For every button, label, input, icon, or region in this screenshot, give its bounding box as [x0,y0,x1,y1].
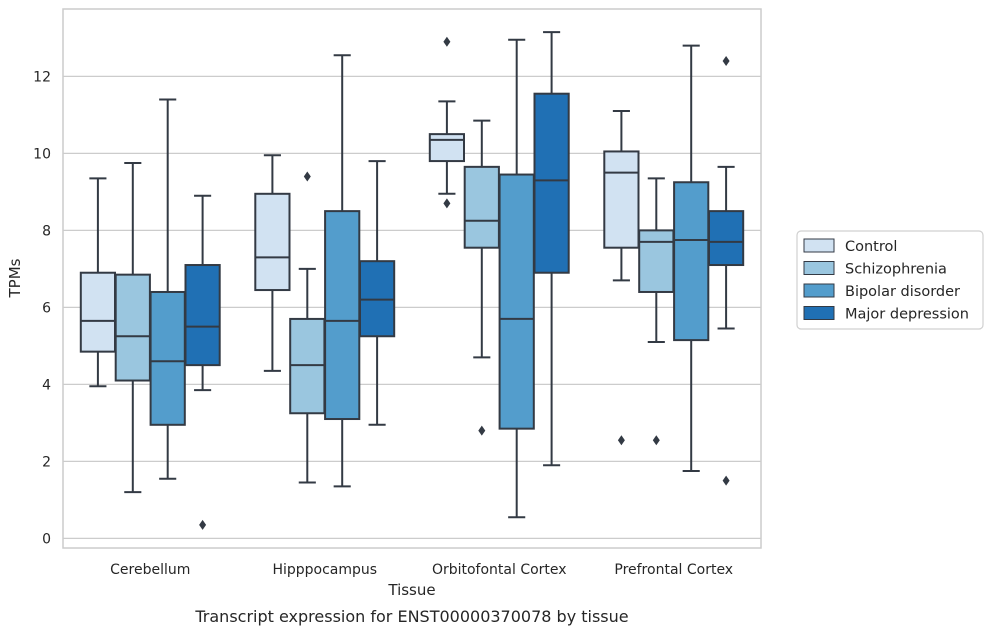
x-axis-label: Tissue [387,581,435,599]
x-tick-label: Cerebellum [110,562,190,578]
x-tick-label: Prefrontal Cortex [614,562,733,578]
box-plot-area [79,31,745,530]
x-axis-ticks: Cerebellum Hipppocampus Orbitofontal Corte… [110,562,733,578]
iqr-box [114,273,151,382]
outlier-point [199,519,207,530]
iqr-box [498,173,535,430]
box-schizophrenia-hipppocampus [289,171,326,484]
outlier-point [722,55,730,66]
legend-label: Major depression [845,307,969,323]
iqr-box [463,165,500,249]
iqr-box [79,271,117,353]
y-tick-label: 2 [42,454,51,470]
x-tick-label: Orbitofontal Cortex [432,562,567,578]
legend-label: Schizophrenia [845,262,947,278]
outlier-point [722,475,730,486]
y-tick-label: 8 [42,223,51,239]
iqr-box [254,192,291,292]
iqr-box [673,181,710,342]
legend-item-bipolar-disorder: Bipolar disorder [803,283,960,300]
legend-swatch [803,283,835,298]
outlier-point [443,36,451,47]
iqr-box [184,264,221,367]
x-tick-label: Hipppocampus [272,562,377,578]
box-bipolar-disorder-cerebellum [149,98,186,480]
iqr-box [428,133,466,163]
box-major-depression-hipppocampus [358,160,396,426]
legend-label: Control [845,239,897,255]
chart-caption: Transcript expression for ENST0000037007… [194,607,628,626]
legend-swatch [803,238,835,253]
box-major-depression-cerebellum [184,194,221,530]
legend: Control Schizophrenia Bipolar disorder Majo… [796,230,984,330]
iqr-box [324,210,361,421]
iqr-box [603,150,640,249]
box-bipolar-disorder-orbitofontal-cortex [498,38,535,519]
box-major-depression-prefrontal-cortex [707,55,745,486]
outlier-point [617,435,625,446]
outlier-point [652,435,660,446]
box-schizophrenia-cerebellum [114,162,151,494]
box-bipolar-disorder-hipppocampus [324,54,361,488]
box-control-hipppocampus [254,154,291,372]
box-control-prefrontal-cortex [603,110,640,446]
y-tick-label: 12 [33,69,51,85]
y-axis-ticks: 0 2 4 6 8 10 12 [33,69,51,547]
y-tick-label: 0 [42,531,51,547]
legend-item-control: Control [803,238,897,255]
box-schizophrenia-orbitofontal-cortex [463,119,500,436]
y-axis-label: TPMs [6,258,24,298]
plot-frame [62,8,762,549]
iqr-box [638,229,675,293]
legend-box [796,230,984,330]
iqr-box [707,210,745,267]
outlier-point [478,425,486,436]
y-tick-label: 10 [33,146,51,162]
iqr-box [149,290,186,426]
legend-label: Bipolar disorder [845,284,960,300]
legend-swatch [803,261,835,275]
outlier-point [443,198,451,209]
box-major-depression-orbitofontal-cortex [533,31,570,467]
iqr-box [533,92,570,274]
y-tick-label: 6 [42,300,51,316]
outlier-point [303,171,311,182]
box-schizophrenia-prefrontal-cortex [638,177,675,446]
legend-item-schizophrenia: Schizophrenia [803,261,947,278]
box-control-cerebellum [79,177,117,388]
y-tick-label: 4 [42,377,51,393]
box-bipolar-disorder-prefrontal-cortex [673,44,710,472]
box-control-orbitofontal-cortex [428,36,466,209]
legend-swatch [803,306,835,320]
legend-item-major-depression: Major depression [803,306,969,323]
